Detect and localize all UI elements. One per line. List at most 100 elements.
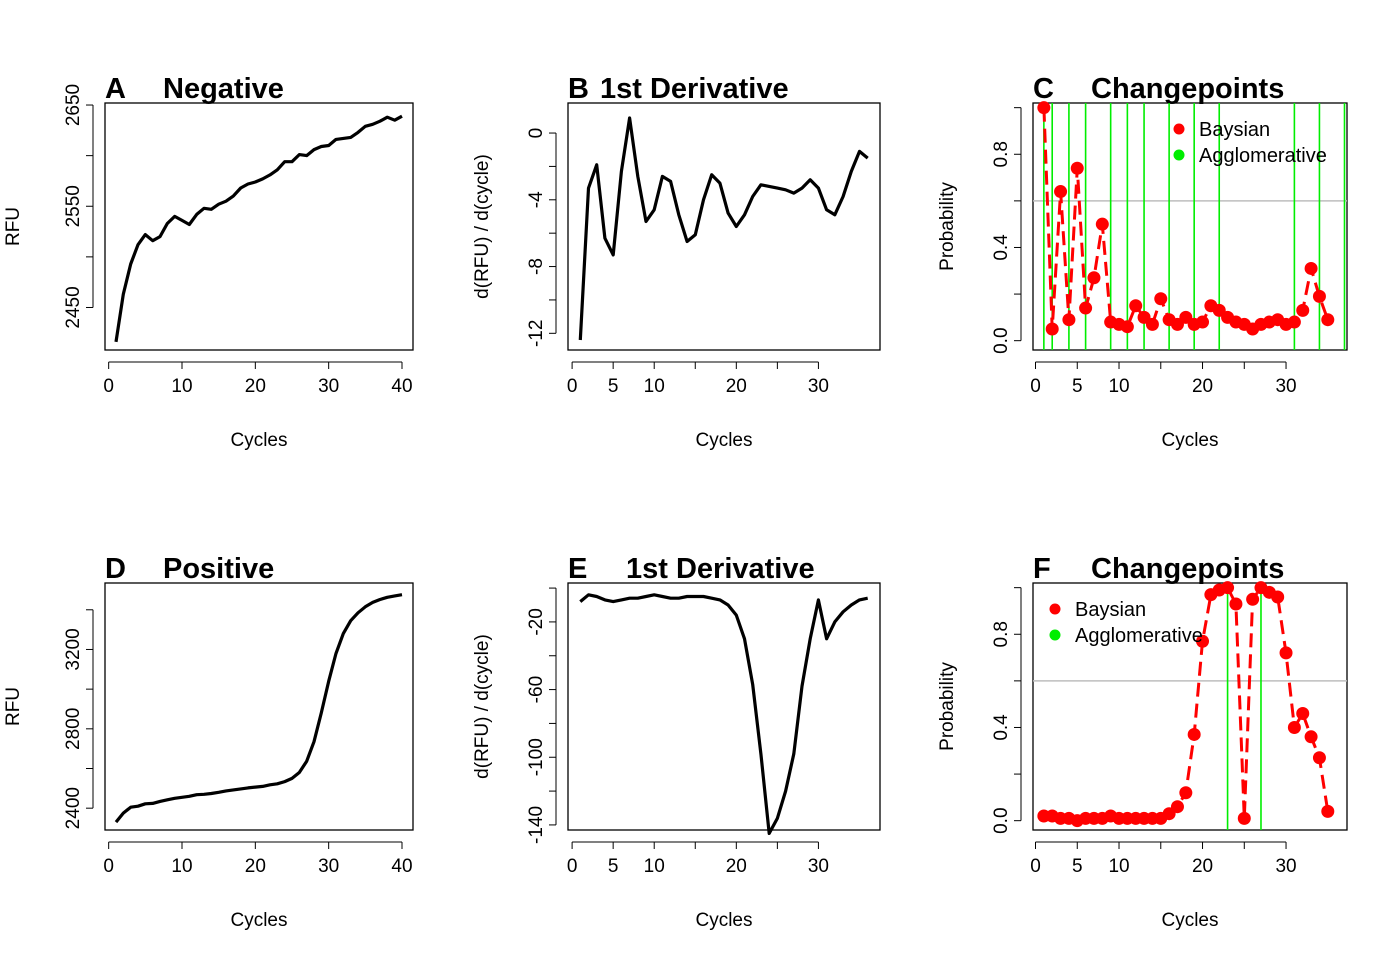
x-tick-label: 10 (171, 376, 192, 397)
series-line (114, 593, 403, 824)
y-axis: 0 -4 -8 -12 (526, 128, 557, 347)
legend-label-agglomerative: Agglomerative (1199, 145, 1327, 167)
y-tick-label: 2450 (63, 286, 84, 328)
panel-title: Positive (163, 553, 274, 585)
bayesian-point (1070, 161, 1084, 175)
x-tick-label: 5 (1072, 856, 1083, 877)
x-axis-label: Cycles (695, 910, 752, 931)
bayesian-point (1179, 786, 1193, 800)
y-axis-label: Probability (937, 182, 958, 271)
y-tick-label: -12 (526, 320, 547, 347)
y-axis: 0.0 0.4 0.8 (991, 587, 1022, 834)
bayesian-point (1312, 289, 1326, 303)
panel-letter: E (568, 553, 587, 585)
y-tick-label: 2550 (63, 185, 84, 227)
x-axis-label: Cycles (1161, 910, 1218, 931)
bayesian-point (1170, 800, 1184, 814)
legend: Baysian Agglomerative (1049, 599, 1203, 647)
series-line (114, 114, 403, 343)
bayesian-point (1120, 320, 1134, 334)
y-tick-label: 2800 (63, 708, 84, 750)
legend-label-bayesian: Baysian (1075, 599, 1146, 621)
y-axis: 2400 2800 3200 (63, 609, 94, 829)
legend-label-bayesian: Baysian (1199, 119, 1270, 141)
y-tick-label: 0.4 (991, 234, 1012, 261)
x-tick-label: 10 (1108, 376, 1129, 397)
bayesian-point (1145, 317, 1159, 331)
y-tick-label: -20 (526, 608, 547, 635)
x-tick-label: 0 (103, 376, 114, 397)
plot-area (104, 582, 414, 831)
x-tick-label: 20 (1192, 376, 1213, 397)
y-tick-label: 2650 (63, 84, 84, 126)
bayesian-point (1045, 322, 1059, 336)
y-tick-label: 0 (526, 128, 547, 139)
x-axis: 0 10 20 30 40 (103, 841, 413, 877)
bayesian-point (1079, 301, 1093, 315)
bayesian-point (1304, 730, 1318, 744)
panel-f: F Changepoints 0 5 10 20 30 Cycles 0.0 0.4 0.8 Prob… (937, 553, 1348, 931)
plot-area (104, 102, 414, 351)
y-axis-label: RFU (3, 687, 24, 726)
y-tick-label: 0.0 (991, 807, 1012, 833)
legend: Baysian Agglomerative (1173, 119, 1327, 167)
panel-letter: A (105, 73, 126, 105)
bayesian-point (1087, 271, 1101, 285)
y-tick-label: -4 (526, 191, 547, 208)
y-tick-label: 0.0 (991, 327, 1012, 353)
x-tick-label: 40 (391, 856, 412, 877)
y-axis-label: d(RFU) / d(cycle) (472, 154, 493, 299)
y-tick-label: 3200 (63, 628, 84, 670)
y-tick-label: 0.4 (991, 714, 1012, 741)
y-axis: -20 -60 -100 -140 (526, 587, 557, 844)
legend-label-agglomerative: Agglomerative (1075, 625, 1203, 647)
x-axis-label: Cycles (1161, 430, 1218, 451)
bayesian-point (1287, 315, 1301, 329)
y-axis-label: d(RFU) / d(cycle) (472, 634, 493, 779)
panel-title: Changepoints (1091, 553, 1284, 585)
panel-title: 1st Derivative (626, 553, 815, 585)
x-axis-label: Cycles (230, 430, 287, 451)
bayesian-point (1037, 101, 1051, 115)
panel-letter: C (1033, 73, 1054, 105)
y-axis: 2450 2550 2650 (63, 84, 94, 329)
panel-title: Negative (163, 73, 284, 105)
y-axis-label: RFU (3, 207, 24, 246)
bayesian-point (1321, 313, 1335, 327)
x-axis-label: Cycles (695, 430, 752, 451)
bayesian-point (1287, 720, 1301, 734)
panel-title: 1st Derivative (600, 73, 789, 105)
y-tick-label: 0.8 (991, 141, 1012, 167)
x-tick-label: 30 (808, 856, 829, 877)
bayesian-point (1312, 751, 1326, 765)
x-tick-label: 20 (726, 856, 747, 877)
x-axis: 0 5 10 20 30 (1030, 841, 1297, 877)
bayesian-line (1042, 107, 1330, 331)
x-tick-label: 5 (1072, 376, 1083, 397)
y-tick-label: -140 (526, 806, 547, 844)
bayesian-line (1043, 586, 1330, 823)
x-tick-label: 20 (245, 856, 266, 877)
bayesian-point (1196, 315, 1210, 329)
plot-area (1032, 102, 1348, 351)
x-tick-label: 20 (726, 376, 747, 397)
panel-a: A Negative 0 10 20 30 40 Cycles 2450 2550 2650 RFU (3, 73, 414, 451)
x-tick-label: 30 (1275, 856, 1296, 877)
panel-title: Changepoints (1091, 73, 1284, 105)
bayesian-point (1095, 217, 1109, 231)
x-tick-label: 0 (567, 376, 578, 397)
x-tick-label: 30 (318, 376, 339, 397)
x-tick-label: 10 (644, 856, 665, 877)
bayesian-point (1229, 597, 1243, 611)
x-tick-label: 0 (567, 856, 578, 877)
y-tick-label: -8 (526, 258, 547, 275)
bayesian-point (1271, 590, 1285, 604)
bayesian-point (1062, 313, 1076, 327)
x-tick-label: 20 (1192, 856, 1213, 877)
panel-b: B 1st Derivative 0 5 10 20 30 Cycles 0 -4 -8 -12 d(R… (472, 73, 881, 451)
bayesian-point (1296, 706, 1310, 720)
x-tick-label: 5 (608, 376, 619, 397)
panel-letter: D (105, 553, 126, 585)
x-tick-label: 10 (1108, 856, 1129, 877)
